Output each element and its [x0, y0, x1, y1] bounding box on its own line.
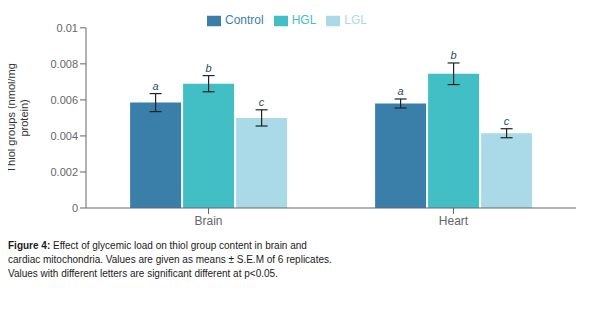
html-text:Figure 4: Effect of glycemic l: Figure 4: Effect of glycemic load on thi… [8, 240, 307, 251]
html-text:Values with different letters: Values with different letters are signif… [8, 268, 278, 279]
svg-text:a: a [153, 80, 159, 92]
svg-text:Brain: Brain [194, 214, 222, 228]
html-text:HGL: HGL [291, 13, 317, 27]
svg-text:c: c [259, 96, 265, 108]
svg-text:0.01: 0.01 [57, 22, 78, 34]
svg-text:0.006: 0.006 [50, 94, 78, 106]
html-text:Control: Control [225, 13, 264, 27]
html-text:LGL: LGL [344, 13, 367, 27]
svg-text:Thiol groups (nmol/mgprotein): Thiol groups (nmol/mgprotein) [8, 63, 31, 172]
svg-text:0.004: 0.004 [50, 130, 78, 142]
svg-text:c: c [504, 115, 510, 127]
svg-text:0.002: 0.002 [50, 166, 78, 178]
html-text:cardiac mitochondria. Values a: cardiac mitochondria. Values are given a… [8, 254, 332, 265]
svg-text:b: b [206, 62, 212, 74]
svg-text:a: a [398, 85, 404, 97]
svg-text:Heart: Heart [439, 214, 469, 228]
svg-text:0.008: 0.008 [50, 58, 78, 70]
svg-text:b: b [451, 49, 457, 61]
svg-text:0: 0 [72, 202, 78, 214]
